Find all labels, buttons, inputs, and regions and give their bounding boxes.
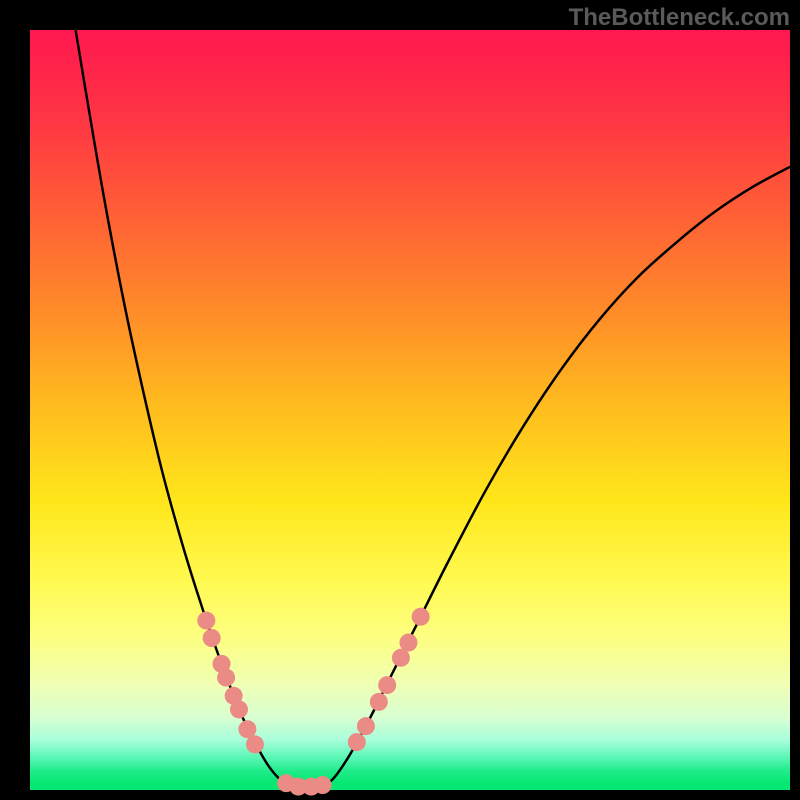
marker-left — [197, 612, 215, 630]
gradient-background — [30, 30, 790, 790]
marker-right — [357, 717, 375, 735]
marker-left — [203, 629, 221, 647]
marker-right — [378, 676, 396, 694]
marker-right — [399, 634, 417, 652]
marker-bottom — [314, 776, 332, 794]
marker-left — [246, 735, 264, 753]
marker-right — [412, 608, 430, 626]
marker-right — [348, 733, 366, 751]
marker-left — [217, 669, 235, 687]
marker-right — [370, 693, 388, 711]
bottleneck-chart — [0, 0, 800, 800]
marker-left — [230, 700, 248, 718]
